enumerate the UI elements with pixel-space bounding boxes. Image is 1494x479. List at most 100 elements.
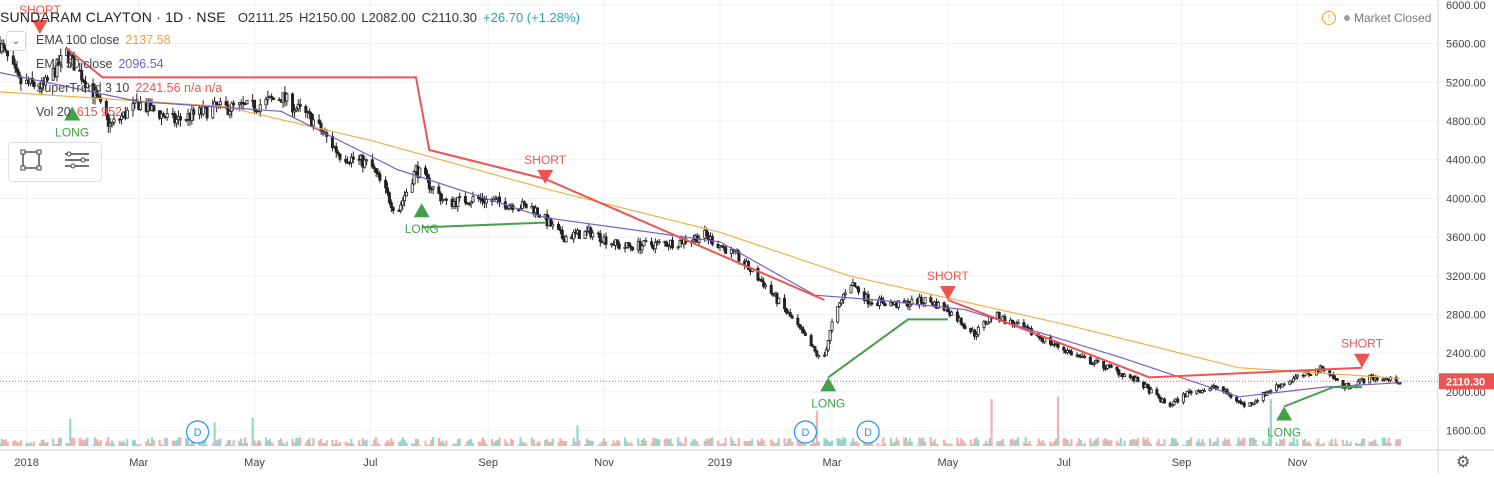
candle-up	[897, 300, 901, 308]
candle-down	[720, 245, 724, 248]
volume-bar	[1336, 443, 1339, 446]
long-signal-arrow	[413, 203, 430, 218]
volume-bar	[1068, 443, 1071, 446]
volume-bar	[4, 439, 7, 446]
volume-bar	[418, 444, 421, 446]
volume-bar	[1077, 438, 1081, 446]
candle-down	[1362, 378, 1366, 384]
volume-bar	[878, 444, 881, 446]
volume-bar	[145, 441, 148, 446]
warning-icon[interactable]: !	[1322, 11, 1336, 25]
volume-bar	[171, 440, 174, 446]
candle-down	[270, 96, 274, 99]
indicator-supertrend[interactable]: SuperTrend 3 10 2241.56 n/a n/a	[36, 79, 222, 97]
volume-bar	[982, 443, 986, 446]
volume-bar	[55, 443, 59, 446]
volume-bar	[868, 441, 872, 446]
candle-up	[1181, 393, 1185, 403]
candle-up	[1123, 374, 1127, 377]
volume-bar	[224, 444, 228, 446]
candle-up	[505, 207, 509, 210]
volume-bar	[281, 442, 285, 446]
volume-bar	[122, 440, 125, 446]
candle-down	[437, 186, 441, 194]
candle-up	[230, 102, 234, 112]
volume-bar	[1081, 444, 1084, 446]
volume-bar	[730, 437, 733, 446]
candle-down	[386, 187, 390, 194]
volume-bar	[1360, 439, 1364, 446]
candle-down	[372, 166, 376, 169]
volume-bar	[999, 440, 1003, 446]
volume-bar	[1170, 437, 1174, 446]
candle-up	[830, 321, 834, 331]
volume-bar	[511, 439, 514, 446]
volume-bar	[1212, 441, 1215, 446]
candle-down	[1136, 377, 1140, 383]
long-signal-arrow	[1276, 406, 1293, 421]
candle-up	[397, 210, 401, 213]
volume-bar	[1199, 442, 1202, 446]
candle-down	[809, 335, 813, 347]
rectangle-tool-icon[interactable]	[20, 149, 42, 176]
volume-bar	[344, 441, 347, 446]
volume-bar	[454, 443, 458, 446]
long-signal-arrow	[820, 377, 837, 392]
volume-bar	[969, 439, 972, 446]
volume-bar	[485, 443, 488, 446]
volume-bar	[1102, 439, 1105, 446]
volume-bar	[413, 443, 416, 446]
volume-bar	[148, 443, 152, 446]
volume-bar	[667, 439, 670, 446]
volume-bar	[762, 440, 765, 446]
indicator-label: Vol 20	[36, 105, 71, 119]
candle-down	[1145, 383, 1149, 387]
candle-down	[205, 105, 209, 119]
volume-bar	[112, 443, 116, 446]
volume-bar	[1203, 442, 1206, 446]
candle-up	[520, 201, 524, 209]
candle-down	[253, 99, 257, 112]
volume-bar	[984, 440, 987, 446]
volume-bar	[299, 437, 302, 446]
candle-up	[401, 200, 405, 206]
volume-bar	[321, 443, 325, 446]
volume-bar	[1104, 437, 1107, 446]
volume-bar	[922, 437, 925, 446]
volume-bar	[631, 444, 634, 446]
symbol-title[interactable]: SUNDARAM CLAYTON · 1D · NSE	[0, 9, 226, 25]
candle-down	[173, 113, 177, 124]
volume-bar	[751, 438, 754, 446]
candle-up	[469, 201, 473, 205]
candle-up	[258, 104, 262, 112]
volume-bar	[33, 441, 36, 446]
candle-down	[1162, 398, 1166, 404]
volume-bar	[1292, 437, 1295, 446]
supertrend-long-line	[827, 318, 948, 379]
candle-down	[439, 192, 443, 202]
candle-up	[1172, 401, 1176, 406]
volume-bar	[97, 441, 100, 446]
volume-bar	[202, 439, 205, 446]
volume-bar	[1398, 439, 1402, 446]
candle-down	[378, 173, 382, 181]
menu-lines-icon[interactable]	[63, 150, 91, 175]
collapse-indicators-button[interactable]: ⌄	[6, 31, 26, 51]
volume-bar	[1015, 439, 1018, 446]
ohlc-high: H2150.00	[299, 9, 356, 25]
candle-up	[211, 105, 215, 119]
volume-bar	[285, 441, 288, 446]
gear-icon[interactable]: ⚙	[1456, 454, 1471, 471]
indicator-ema100[interactable]: EMA 100 close 2137.58	[36, 31, 171, 49]
volume-bar	[186, 438, 190, 446]
volume-bar	[1216, 437, 1219, 446]
candle-down	[344, 158, 348, 163]
volume-bar	[1108, 440, 1111, 446]
volume-bar	[677, 437, 680, 446]
short-signal-arrow	[1354, 353, 1371, 368]
candle-down	[1309, 374, 1313, 377]
indicator-volume[interactable]: Vol 20 615 952	[36, 103, 122, 121]
indicator-ema50[interactable]: EMA 50 close 2096.54	[36, 55, 164, 73]
